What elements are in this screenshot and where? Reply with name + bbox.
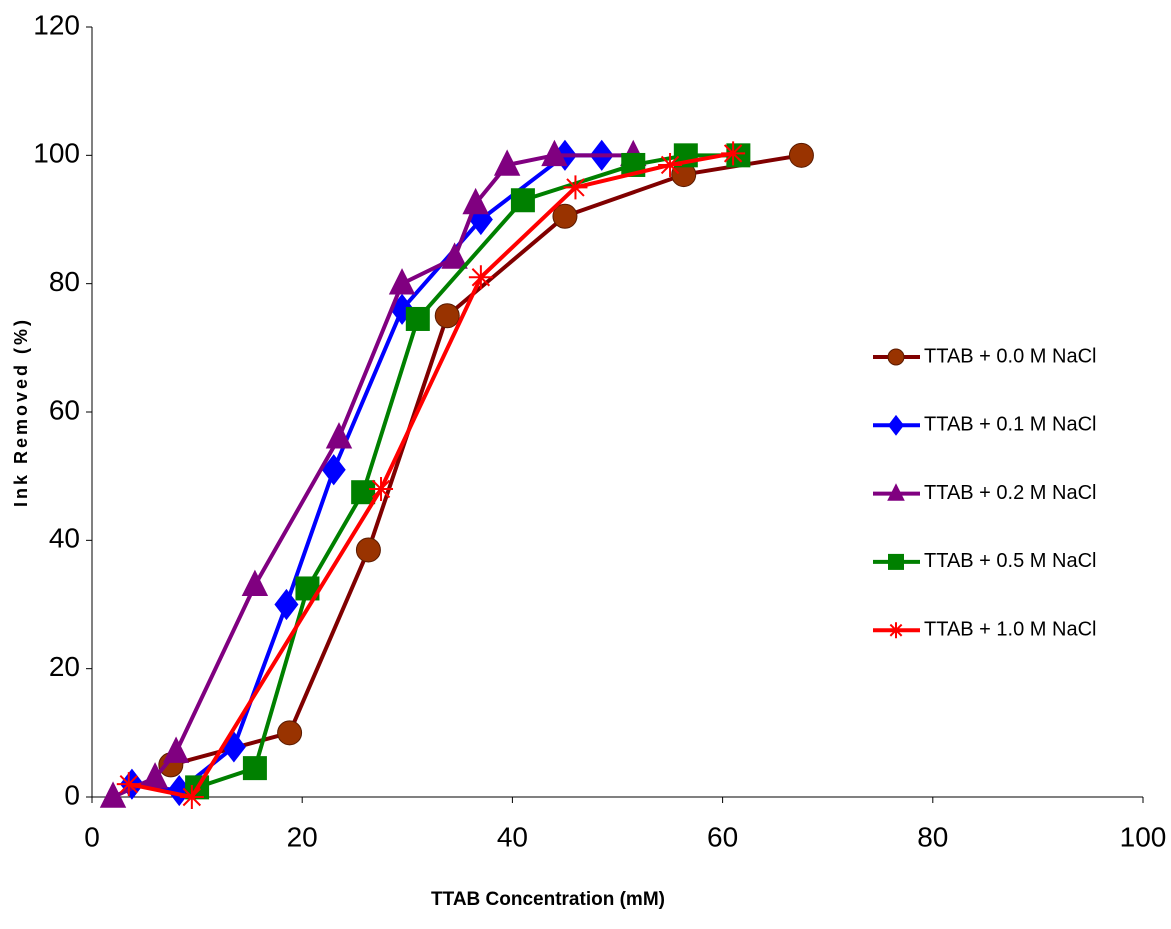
marker [511,188,535,212]
series [185,143,750,799]
marker [278,721,302,745]
y-tick-label: 100 [33,138,80,169]
y-tick-label: 80 [49,266,80,297]
legend-label: TTAB + 0.5 M NaCl [924,550,1096,572]
marker [888,554,904,570]
marker [242,570,268,596]
page: TTAB Concentration (mM) Ink Removed (%) … [0,0,1171,929]
y-tick-label: 40 [49,523,80,554]
series-line [129,153,733,797]
series [117,141,745,809]
x-tick-label: 40 [497,821,528,852]
marker [888,349,904,365]
series-line [197,155,738,787]
marker [888,415,904,436]
legend-label: TTAB + 0.1 M NaCl [924,414,1096,436]
marker [180,785,204,809]
legend-label: TTAB + 0.0 M NaCl [924,345,1096,367]
marker [721,141,745,165]
marker [222,731,246,762]
marker [435,304,459,328]
y-tick-label: 20 [49,651,80,682]
marker [356,538,380,562]
chart: TTAB Concentration (mM) Ink Removed (%) … [0,0,1171,924]
y-tick-label: 120 [33,9,80,40]
y-tick-label: 60 [49,394,80,425]
marker [789,143,813,167]
series [100,140,647,808]
marker [563,175,587,199]
marker [658,153,682,177]
marker [243,756,267,780]
marker [406,307,430,331]
y-tick-label: 0 [64,779,80,810]
marker [369,477,393,501]
marker [117,772,141,796]
series-line [113,155,633,797]
marker [274,589,298,620]
y-axis-label: Ink Removed (%) [11,317,31,507]
marker [163,736,189,762]
legend-label: TTAB + 1.0 M NaCl [924,618,1096,640]
x-axis-label: TTAB Concentration (mM) [431,889,665,910]
marker [888,622,904,638]
x-tick-label: 100 [1120,821,1167,852]
x-tick-label: 20 [287,821,318,852]
legend-label: TTAB + 0.2 M NaCl [924,482,1096,504]
x-tick-label: 60 [707,821,738,852]
x-tick-label: 0 [84,821,100,852]
marker [469,265,493,289]
x-tick-label: 80 [917,821,948,852]
